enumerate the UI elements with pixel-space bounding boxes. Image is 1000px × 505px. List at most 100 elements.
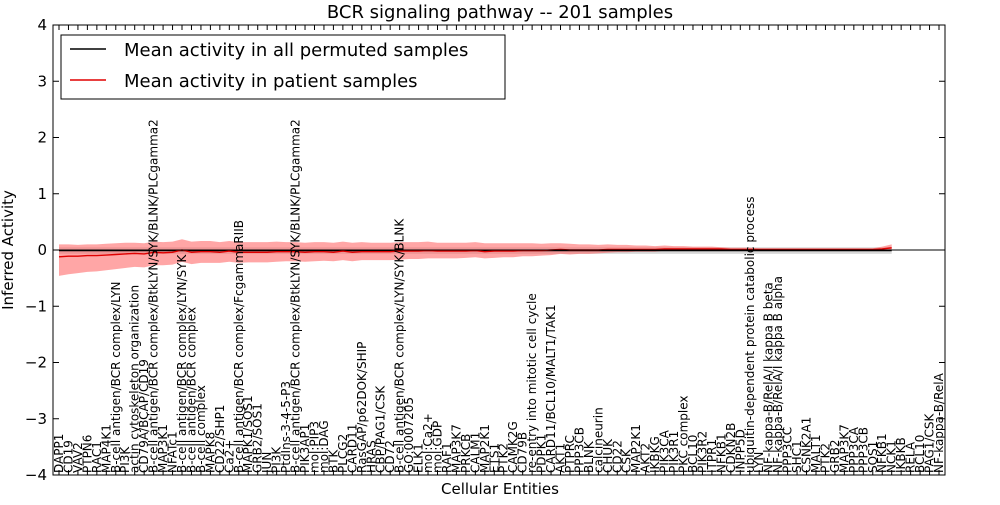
y-tick-label: 3 <box>37 72 47 90</box>
x-category-label: PI3K <box>270 446 284 473</box>
x-category-label: GRB2 <box>828 439 842 473</box>
x-category-label: PPP3CA <box>847 426 861 473</box>
x-category-label: RasGAP/p62DOK/SHIP <box>355 342 369 473</box>
x-category-label: ETS1 <box>487 443 501 473</box>
x-category-label: PIK3R1 <box>667 431 681 473</box>
x-category-label: AKT2 <box>639 443 653 473</box>
x-category-label: MAP3K1 <box>156 424 170 473</box>
x-category-label: PPP3CB <box>856 427 870 473</box>
x-category-label: SHC1 <box>790 440 804 473</box>
x-category-label: INPP5D <box>733 429 747 473</box>
x-category-label: JUN <box>260 452 274 474</box>
x-category-label: MAPK1/SOS1 <box>241 395 255 473</box>
x-category-label: re-entry into mitotic cell cycle <box>525 293 539 473</box>
x-category-label: CSNK2A1 <box>800 417 814 473</box>
y-tick-label: −4 <box>25 466 47 484</box>
x-category-label: PRKCB <box>459 434 473 473</box>
x-category-label: GRB2/SOS1 <box>251 403 265 473</box>
x-category-label: actin cytoskeleton organization <box>128 285 142 473</box>
x-category-label: Ca2+ <box>222 440 236 473</box>
x-category-label: CD72 <box>383 440 397 473</box>
x-category-label: IKBKB <box>894 437 908 473</box>
x-category-label: MAP2K1 <box>478 424 492 473</box>
x-category-label: PDPK1 <box>535 434 549 473</box>
x-category-label: PPP3CC <box>781 427 795 473</box>
x-category-label: CARD11/BCL10/MALT1/TAK1 <box>544 304 558 473</box>
y-tick-label: 2 <box>37 129 47 147</box>
x-category-label: RAC1 <box>90 441 104 473</box>
x-category-label: NF-kappa-B/RelA/I kappa B alpha <box>771 276 785 473</box>
x-category-label: AKT1 <box>554 443 568 473</box>
x-category-label: calcineurin <box>591 407 605 473</box>
x-category-label: B-cell antigen/BCR complex/LYN/SYK <box>175 253 189 473</box>
legend-label-permuted: Mean activity in all permuted samples <box>124 40 468 61</box>
x-category-label: PTPN6 <box>80 435 94 473</box>
x-category-label: ITPR1 <box>705 439 719 473</box>
x-category-label: CARD11 <box>345 424 359 473</box>
x-category-label: CD22 <box>610 440 624 473</box>
x-category-label: PTPRC <box>563 435 577 473</box>
x-category-label: MAP3K7 <box>837 424 851 473</box>
x-category-label: ubiquitin-dependent protein catabolic pr… <box>743 197 757 473</box>
x-category-label: CD19 <box>62 440 76 473</box>
y-tick-label: 4 <box>37 16 47 34</box>
x-category-label: CHUK <box>601 438 615 473</box>
x-category-label: CALM1 <box>468 432 482 473</box>
x-category-label: B-cell antigen/BCR complex/FcgammaRIIB <box>232 220 246 473</box>
x-category-label: B-cell antigen/BCR complex <box>185 307 199 473</box>
x-category-label: B-cell antigen/BCR complex/LYN/SYK/BLNK <box>393 218 407 473</box>
x-category-label: MAPK8 <box>203 432 217 473</box>
x-category-label: IKBKG <box>648 436 662 473</box>
x-category-label: B-cell complex <box>194 385 208 473</box>
x-category-label: CD79B <box>516 432 530 473</box>
x-category-label: B-cell antigen/BCR complex/BtkLYN/SYK/BL… <box>147 119 161 473</box>
y-tick-label: −3 <box>25 410 47 428</box>
x-category-label: CDKN2B <box>724 423 738 473</box>
x-category-label: CBP/PAG1/CSK <box>374 385 388 473</box>
x-category-label: MAP4K1 <box>99 424 113 473</box>
y-axis-label: Inferred Activity <box>0 190 17 310</box>
x-category-label: BCL10 <box>686 435 700 473</box>
x-category-label: ELK1 <box>412 443 426 473</box>
x-category-label: DAPP1 <box>52 434 66 473</box>
x-category-label: NF-kappa-B/RelA/I kappa B beta <box>762 282 776 473</box>
x-category-label: PI3K <box>118 446 132 473</box>
x-category-label: PTK2 <box>497 443 511 473</box>
x-category-label: BCL10 <box>913 435 927 473</box>
x-category-label: PAG1/CSK <box>923 413 937 473</box>
x-category-label: NCK1 <box>885 440 899 473</box>
x-category-label: B-cell antigen/BCR complex/LYN <box>109 281 123 473</box>
x-category-label: VAV2 <box>71 442 85 473</box>
x-category-label: MALT1 <box>809 434 823 473</box>
chart-title: BCR signaling pathway -- 201 samples <box>327 2 673 23</box>
x-category-label: mol:Ca2+ <box>421 413 435 473</box>
x-category-label: SOS1 <box>866 441 880 473</box>
x-category-label: CD22/SHP1 <box>213 405 227 473</box>
x-category-label: GO:0007205 <box>402 397 416 473</box>
x-category-label: PIK3AP1 <box>298 424 312 473</box>
x-category-label: PLCG2 <box>336 434 350 473</box>
legend-label-patient: Mean activity in patient samples <box>124 71 418 92</box>
x-category-label: PKC complex <box>677 396 691 474</box>
legend: Mean activity in all permuted samples Me… <box>60 34 506 100</box>
x-category-label: HRAS <box>364 440 378 473</box>
x-category-label: PIK3CA <box>658 429 672 473</box>
x-category-label: PtdIns-3-4-5-P3 <box>279 381 293 473</box>
x-category-label: RELA <box>904 441 918 473</box>
x-category-label: NF-kappa-B/RelA <box>932 372 946 473</box>
x-category-label: BLNK <box>582 440 596 473</box>
y-tick-label: −1 <box>25 297 47 315</box>
x-axis-label: Cellular Entities <box>441 480 559 498</box>
x-category-label: NFKB1 <box>714 433 728 473</box>
x-category-label: MAP2K1 <box>629 424 643 473</box>
x-category-label: CSK <box>620 448 634 473</box>
patient-mean-line <box>58 247 892 258</box>
x-category-label: BTK <box>326 448 340 473</box>
x-category-label: mol:GDP <box>431 421 445 473</box>
mean-lines <box>58 247 892 258</box>
x-category-label: RAF1 <box>440 442 454 473</box>
x-category-label: MAP3K7 <box>449 424 463 473</box>
